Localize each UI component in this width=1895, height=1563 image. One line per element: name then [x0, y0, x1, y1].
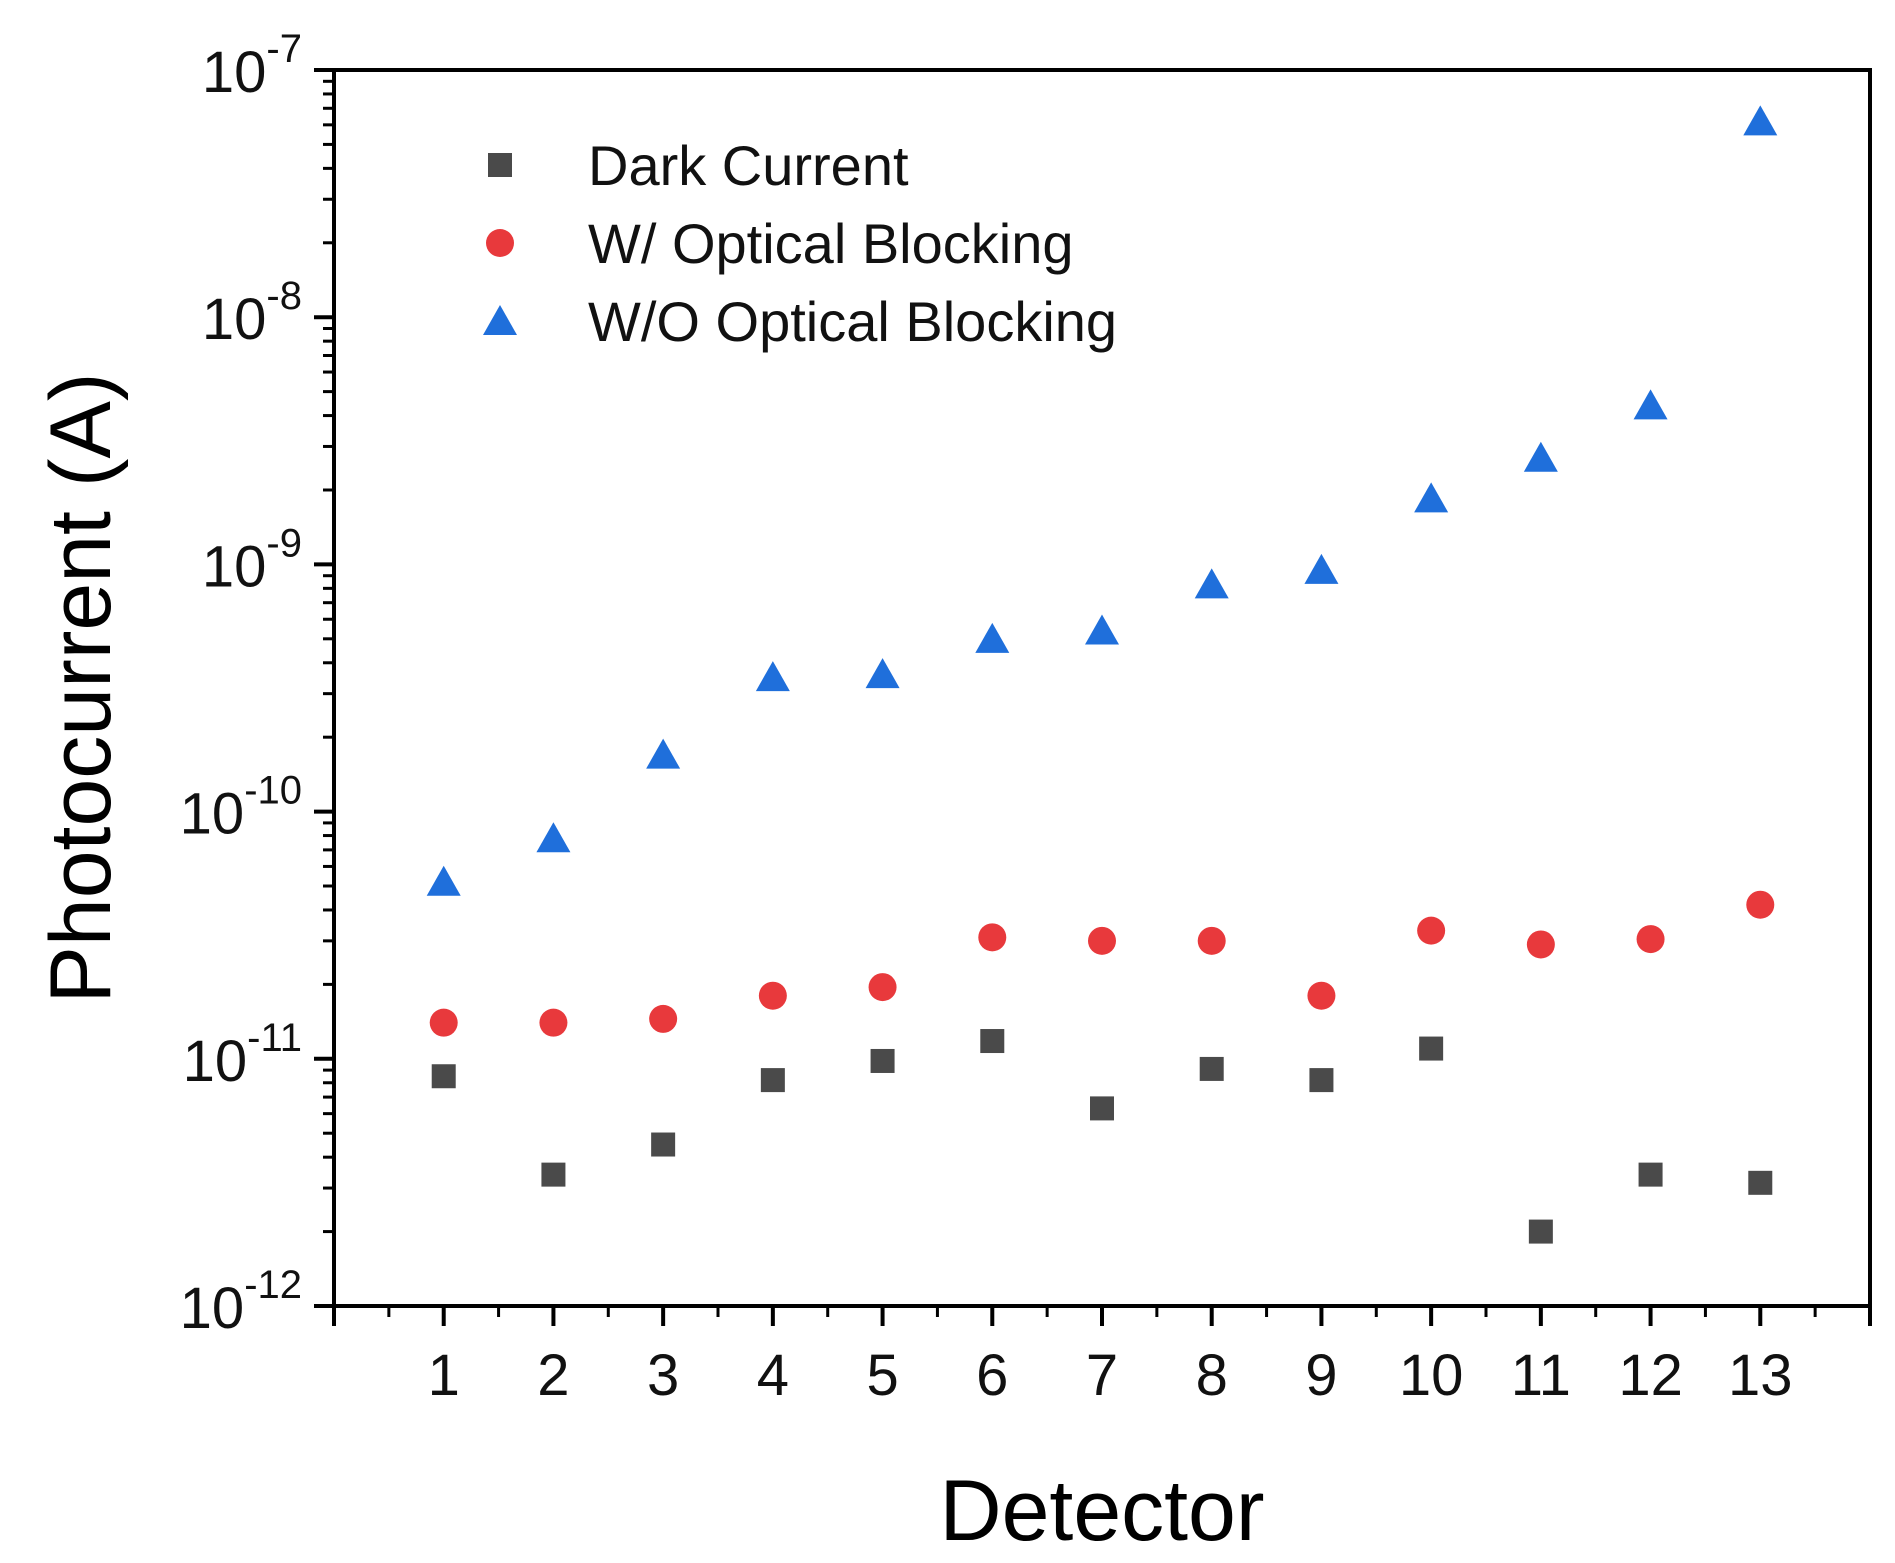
- series-w-o-optical-blocking: [426, 105, 1778, 896]
- plot-frame: [332, 68, 1872, 1308]
- w-optical-blocking-point: [868, 973, 897, 1002]
- w-optical-blocking-point: [1307, 981, 1336, 1010]
- y-tick-exponent: -7: [266, 27, 302, 71]
- w-optical-blocking-point: [758, 981, 787, 1010]
- legend-label-w-o-optical-blocking: W/O Optical Blocking: [588, 290, 1117, 353]
- dark-current-point: [760, 1068, 785, 1093]
- w-optical-blocking-point: [649, 1004, 678, 1033]
- w-o-optical-blocking-point: [755, 661, 790, 692]
- series-dark-current: [431, 1029, 1773, 1244]
- w-o-optical-blocking-point: [426, 865, 461, 896]
- y-tick-label: 10-9: [202, 521, 302, 599]
- w-optical-blocking-point: [1197, 926, 1226, 955]
- y-tick-label: 10-10: [180, 769, 302, 847]
- legend: Dark Current W/ Optical Blocking W/O Optic…: [483, 134, 1117, 353]
- series-w-optical-blocking: [429, 890, 1775, 1037]
- w-optical-blocking-point: [1417, 916, 1446, 945]
- x-tick-label: 5: [866, 1343, 898, 1408]
- dark-current-point: [1638, 1162, 1663, 1187]
- w-o-optical-blocking-point: [1085, 614, 1119, 645]
- w-optical-blocking-point: [1636, 925, 1665, 954]
- dark-current-point: [541, 1162, 566, 1187]
- legend-marker-w-o-optical-blocking: [483, 305, 517, 335]
- w-o-optical-blocking-point: [646, 738, 681, 769]
- x-tick-label: 1: [428, 1343, 460, 1408]
- x-tick-label: 6: [976, 1343, 1008, 1408]
- x-tick-label: 4: [757, 1343, 789, 1408]
- dark-current-point: [1419, 1036, 1444, 1061]
- legend-label-w-optical-blocking: W/ Optical Blocking: [588, 212, 1074, 275]
- dark-current-point: [651, 1132, 676, 1157]
- x-tick-label: 12: [1618, 1343, 1683, 1408]
- y-axis-title: Photocurrent (A): [33, 373, 129, 1004]
- w-optical-blocking-point: [1088, 926, 1116, 955]
- x-tick-label: 10: [1399, 1343, 1464, 1408]
- x-tick-label: 7: [1086, 1343, 1118, 1408]
- w-o-optical-blocking-point: [1194, 568, 1229, 599]
- dark-current-point: [1528, 1219, 1553, 1244]
- w-o-optical-blocking-point: [1523, 441, 1558, 472]
- w-o-optical-blocking-point: [536, 822, 571, 853]
- legend-marker-dark-current: [488, 153, 512, 177]
- x-tick-label: 9: [1305, 1343, 1337, 1408]
- dark-current-point: [1748, 1170, 1773, 1195]
- y-tick-base: 10: [202, 287, 267, 352]
- w-o-optical-blocking-point: [1304, 553, 1339, 584]
- y-tick-label: 10-12: [180, 1263, 302, 1341]
- w-optical-blocking-point: [1746, 890, 1775, 919]
- legend-marker-w-optical-blocking: [486, 229, 514, 257]
- y-tick-base: 10: [183, 1029, 248, 1094]
- y-tick-base: 10: [202, 534, 267, 599]
- dark-current-point: [1199, 1056, 1224, 1081]
- w-optical-blocking-point: [429, 1008, 458, 1037]
- x-tick-label: 13: [1728, 1343, 1793, 1408]
- y-tick-label: 10-8: [202, 274, 302, 352]
- y-tick-exponent: -9: [266, 521, 302, 565]
- w-o-optical-blocking-point: [1743, 105, 1778, 136]
- y-tick-base: 10: [202, 40, 267, 105]
- legend-label-dark-current: Dark Current: [588, 134, 909, 197]
- y-tick-base: 10: [180, 782, 245, 847]
- y-tick-label: 10-11: [183, 1016, 302, 1094]
- dark-current-point: [980, 1029, 1005, 1054]
- y-tick-exponent: -11: [247, 1016, 302, 1060]
- x-tick-label: 2: [537, 1343, 569, 1408]
- y-tick-label: 10-7: [202, 27, 302, 105]
- dark-current-point: [870, 1048, 895, 1073]
- w-o-optical-blocking-point: [1414, 482, 1449, 513]
- w-optical-blocking-point: [978, 923, 1007, 952]
- x-axis: 1 2 3 4 5 6 7 8 9 10 11 12 13: [332, 1306, 1872, 1408]
- dark-current-point: [1309, 1068, 1334, 1093]
- x-tick-label: 11: [1511, 1343, 1571, 1408]
- w-o-optical-blocking-point: [1633, 389, 1668, 420]
- w-o-optical-blocking-point: [975, 622, 1010, 653]
- x-tick-label: 8: [1196, 1343, 1228, 1408]
- y-tick-base: 10: [180, 1276, 245, 1341]
- w-o-optical-blocking-point: [865, 658, 900, 689]
- w-optical-blocking-point: [539, 1008, 568, 1037]
- y-tick-exponent: -12: [244, 1263, 302, 1307]
- data-points: [426, 105, 1778, 1244]
- dark-current-point: [1090, 1096, 1114, 1121]
- y-tick-exponent: -8: [266, 274, 302, 318]
- w-optical-blocking-point: [1526, 930, 1555, 959]
- x-axis-title: Detector: [939, 1463, 1264, 1559]
- x-tick-label: 3: [647, 1343, 679, 1408]
- y-tick-exponent: -10: [244, 769, 302, 813]
- dark-current-point: [431, 1064, 456, 1089]
